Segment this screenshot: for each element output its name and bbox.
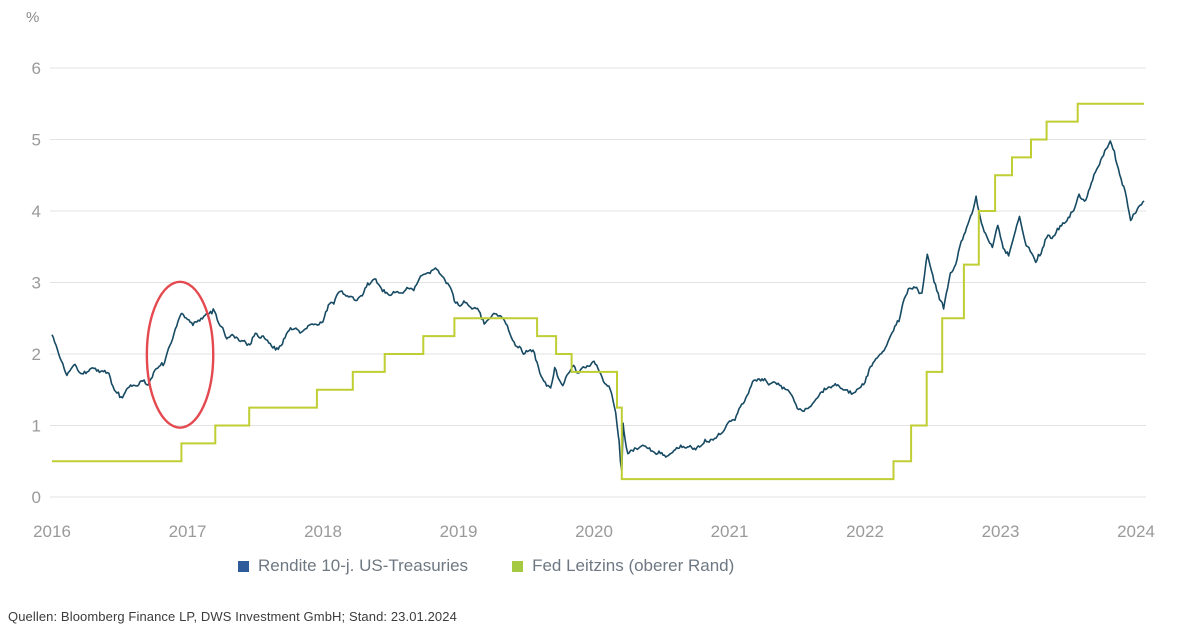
x-tick-label: 2017 xyxy=(169,522,207,541)
x-tick-label: 2021 xyxy=(711,522,749,541)
highlight-ellipse-annotation xyxy=(145,280,215,429)
x-tick-label: 2016 xyxy=(33,522,71,541)
y-tick-label: 5 xyxy=(32,131,41,150)
x-tick-label: 2020 xyxy=(575,522,613,541)
source-caption: Quellen: Bloomberg Finance LP, DWS Inves… xyxy=(8,609,457,624)
y-tick-label: 2 xyxy=(32,345,41,364)
y-tick-label: 6 xyxy=(32,59,41,78)
treasury-yield-line xyxy=(51,140,1145,472)
y-tick-label: 3 xyxy=(32,274,41,293)
legend-label-treasuries: Rendite 10-j. US-Treasuries xyxy=(258,556,469,575)
y-tick-label: 4 xyxy=(32,202,41,221)
x-tick-label: 2019 xyxy=(440,522,478,541)
chart-legend: Rendite 10-j. US-Treasuries Fed Leitzins… xyxy=(238,556,734,576)
x-tick-label: 2023 xyxy=(982,522,1020,541)
legend-label-fed-rate: Fed Leitzins (oberer Rand) xyxy=(532,556,735,575)
legend-item-treasuries: Rendite 10-j. US-Treasuries xyxy=(238,556,468,576)
fed-rate-step-line xyxy=(52,102,1145,481)
y-axis-unit-label: % xyxy=(26,9,40,26)
y-tick-label: 1 xyxy=(32,417,41,436)
x-tick-label: 2018 xyxy=(304,522,342,541)
x-tick-label: 2022 xyxy=(846,522,884,541)
line-chart: 6 5 4 3 2 1 0 2016 2017 2018 2019 2020 2021 2022 2023 2… xyxy=(32,59,1155,541)
treasury-legend-swatch-icon xyxy=(238,560,249,572)
y-tick-label: 0 xyxy=(32,488,41,507)
legend-item-fed-rate: Fed Leitzins (oberer Rand) xyxy=(512,556,734,576)
x-tick-label: 2024 xyxy=(1117,522,1155,541)
fed-rate-legend-swatch-icon xyxy=(512,560,524,572)
